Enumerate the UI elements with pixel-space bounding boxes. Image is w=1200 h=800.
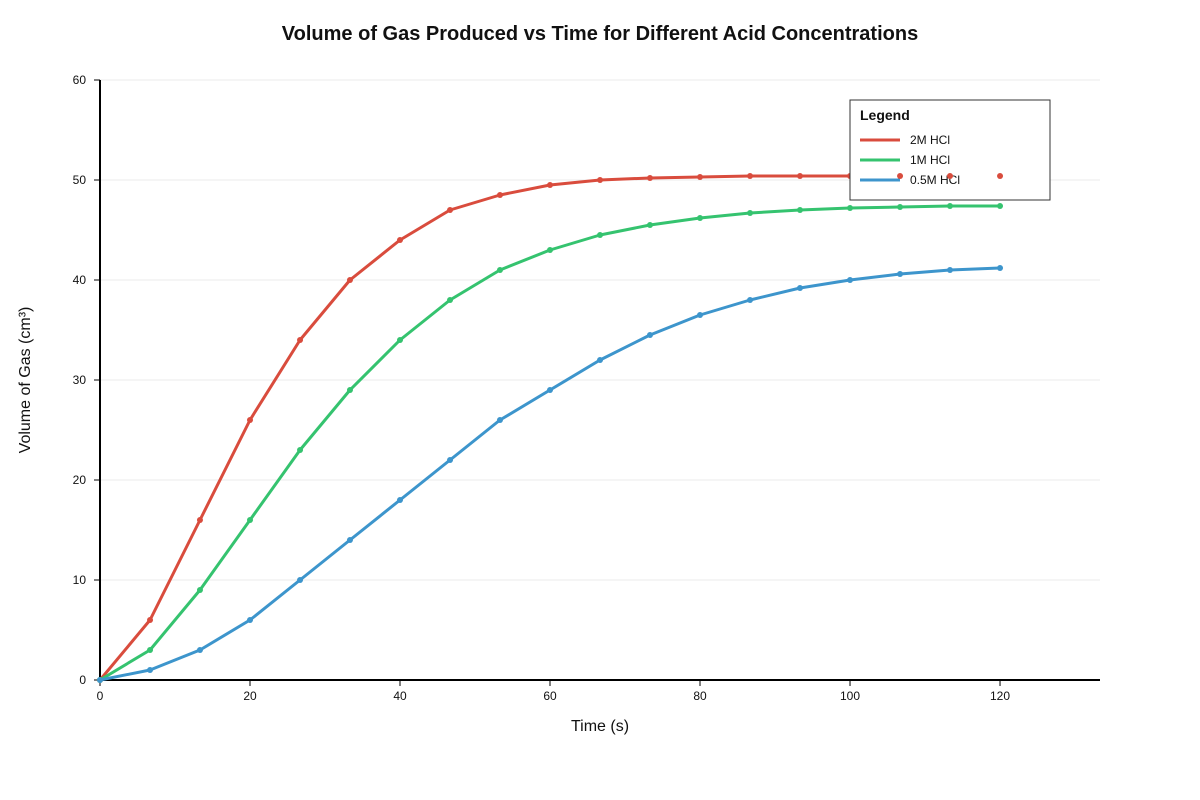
- x-axis-label: Time (s): [571, 718, 629, 735]
- data-point: [796, 285, 803, 291]
- data-point: [297, 447, 304, 453]
- y-tick-label: 10: [73, 573, 87, 587]
- data-point: [747, 173, 754, 179]
- data-point: [847, 205, 854, 211]
- legend-label: 1M HCl: [910, 153, 950, 167]
- data-point: [697, 174, 704, 180]
- data-point: [697, 215, 704, 221]
- data-point: [796, 173, 803, 179]
- axis-ticks: 0 10 20 30 40 50 60 0 20 40 60 80 100 120: [73, 73, 1011, 703]
- data-point: [747, 210, 754, 216]
- data-point: [496, 417, 503, 423]
- series-line: [98, 266, 1002, 682]
- data-point: [997, 173, 1004, 179]
- y-tick-label: 60: [73, 73, 87, 87]
- legend-label: 2M HCl: [910, 133, 950, 147]
- x-tick-label: 100: [840, 689, 860, 703]
- legend-title: Legend: [860, 107, 910, 123]
- data-point: [897, 204, 904, 210]
- data-point: [946, 267, 953, 273]
- data-point: [147, 617, 154, 623]
- y-axis-label: Volume of Gas (cm³): [17, 307, 34, 454]
- data-series: [97, 173, 1004, 683]
- data-point: [247, 417, 254, 423]
- data-point: [496, 192, 503, 198]
- data-point: [147, 647, 154, 653]
- x-tick-label: 80: [693, 689, 707, 703]
- x-tick-label: 120: [990, 689, 1010, 703]
- data-point: [447, 207, 454, 213]
- data-point: [547, 182, 554, 188]
- y-tick-label: 40: [73, 273, 87, 287]
- data-point: [897, 271, 904, 277]
- data-point: [646, 175, 653, 181]
- series-0-5m-hcl: [97, 265, 1004, 683]
- data-point: [346, 537, 353, 543]
- data-point: [346, 387, 353, 393]
- data-point: [747, 297, 754, 303]
- data-point: [547, 387, 554, 393]
- data-point: [897, 173, 904, 179]
- data-point: [247, 617, 254, 623]
- data-point: [346, 277, 353, 283]
- y-tick-label: 50: [73, 173, 87, 187]
- data-point: [597, 357, 604, 363]
- legend-item: 2M HCl: [860, 133, 950, 147]
- data-point: [147, 667, 154, 673]
- data-point: [447, 297, 454, 303]
- data-point: [847, 277, 854, 283]
- x-tick-label: 60: [543, 689, 557, 703]
- data-point: [397, 237, 404, 243]
- data-point: [997, 203, 1004, 209]
- data-point: [496, 267, 503, 273]
- y-tick-label: 30: [73, 373, 87, 387]
- x-tick-label: 40: [393, 689, 407, 703]
- chart-title: Volume of Gas Produced vs Time for Diffe…: [282, 23, 918, 45]
- data-point: [397, 497, 404, 503]
- y-tick-label: 0: [79, 673, 86, 687]
- data-point: [97, 677, 103, 683]
- data-point: [397, 337, 404, 343]
- x-tick-label: 0: [97, 689, 104, 703]
- data-point: [547, 247, 554, 253]
- data-point: [196, 587, 203, 593]
- y-tick-label: 20: [73, 473, 87, 487]
- data-point: [646, 332, 653, 338]
- x-tick-label: 20: [243, 689, 257, 703]
- data-point: [997, 265, 1004, 271]
- data-point: [946, 203, 953, 209]
- data-point: [597, 177, 604, 183]
- legend-box: [849, 99, 1051, 201]
- legend-item: 1M HCl: [860, 153, 950, 167]
- data-point: [646, 222, 653, 228]
- data-point: [447, 457, 454, 463]
- data-point: [946, 173, 953, 179]
- data-point: [196, 517, 203, 523]
- data-point: [297, 577, 304, 583]
- series-1m-hcl: [97, 203, 1004, 683]
- data-point: [597, 232, 604, 238]
- late-data-points: [897, 173, 1004, 179]
- data-point: [196, 647, 203, 653]
- data-point: [796, 207, 803, 213]
- data-point: [297, 337, 304, 343]
- data-point: [697, 312, 704, 318]
- data-point: [247, 517, 254, 523]
